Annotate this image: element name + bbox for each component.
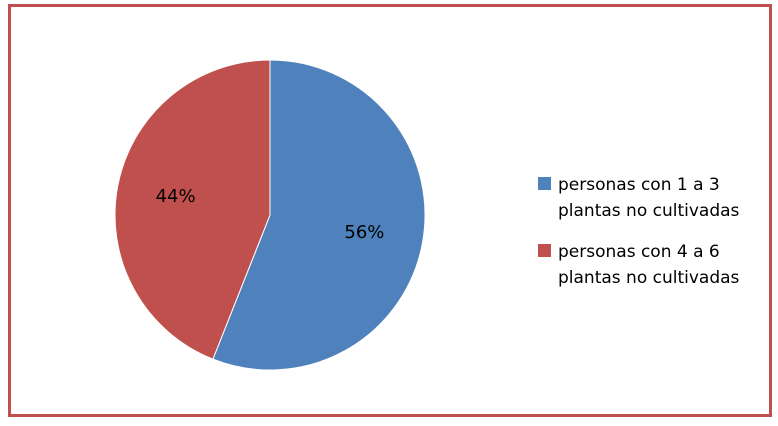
legend-label: personas con 4 a 6 plantas no cultivadas <box>558 242 740 288</box>
legend-item-1-3-plantas: personas con 1 a 3 plantas no cultivadas <box>538 172 770 224</box>
legend-label: personas con 1 a 3 plantas no cultivadas <box>558 175 740 221</box>
legend-swatch-red <box>538 244 551 257</box>
pie-slices <box>114 59 426 371</box>
data-label-2: 44% <box>156 186 196 207</box>
legend-swatch-blue <box>538 177 551 190</box>
chart-legend: personas con 1 a 3 plantas no cultivadas… <box>538 172 770 306</box>
data-label-1: 56% <box>344 222 384 243</box>
pie-slice-1 <box>212 59 426 371</box>
legend-item-4-6-plantas: personas con 4 a 6 plantas no cultivadas <box>538 239 770 291</box>
pie-slice-2 <box>114 59 271 360</box>
pie-data-labels: 56% 44% <box>156 186 385 243</box>
